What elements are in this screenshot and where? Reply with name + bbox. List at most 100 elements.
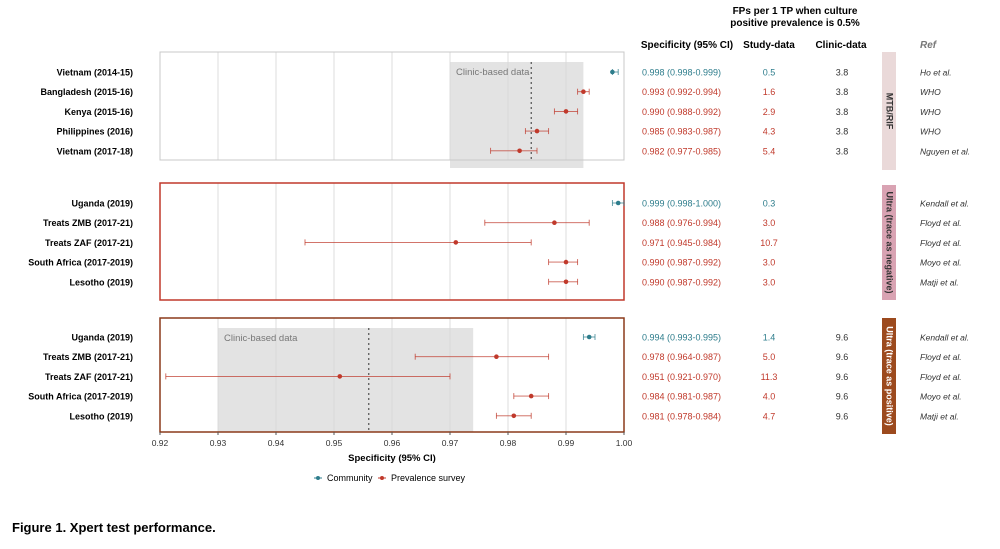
point-estimate	[511, 413, 517, 419]
x-tick-label: 0.96	[384, 438, 401, 448]
study-data-value: 3.0	[763, 277, 776, 287]
clinic-band-label: Clinic-based data	[224, 333, 298, 344]
clinic-band	[450, 62, 584, 168]
point-estimate	[528, 393, 534, 399]
row-label: Kenya (2015-16)	[64, 107, 133, 117]
specificity-ci: 0.951 (0.921-0.970)	[642, 372, 721, 382]
study-data-value: 10.7	[760, 238, 778, 248]
study-data-value: 3.0	[763, 258, 776, 268]
row-label: Treats ZAF (2017-21)	[45, 238, 133, 248]
study-data-value: 5.0	[763, 352, 776, 362]
panel-frame	[159, 51, 625, 161]
clinic-data-value: 3.8	[836, 127, 849, 137]
clinic-data-value: 9.6	[836, 352, 849, 362]
clinic-band	[218, 328, 474, 432]
x-tick-label: 0.98	[500, 438, 517, 448]
ref-value: Ho et al.	[920, 68, 952, 78]
point-estimate	[581, 89, 586, 94]
clinic-data-value: 9.6	[836, 333, 849, 343]
row-label: South Africa (2017-2019)	[28, 258, 133, 268]
specificity-ci: 0.994 (0.993-0.995)	[642, 333, 721, 343]
study-data-value: 1.4	[763, 333, 776, 343]
ref-value: WHO	[920, 127, 941, 137]
x-tick-label: 0.99	[558, 438, 575, 448]
point-estimate	[534, 128, 540, 134]
clinic-data-value: 9.6	[836, 411, 849, 421]
clinic-band-label: Clinic-based data	[456, 67, 530, 78]
study-data-value: 0.5	[763, 68, 776, 78]
specificity-ci: 0.982 (0.977-0.985)	[642, 146, 721, 156]
point-estimate	[494, 354, 499, 360]
ref-value: Floyd et al.	[920, 218, 962, 228]
specificity-ci: 0.998 (0.998-0.999)	[642, 68, 721, 78]
ref-value: WHO	[920, 107, 941, 117]
fps-header-line2: positive prevalence is 0.5%	[730, 18, 860, 29]
ref-value: Floyd et al.	[920, 238, 962, 248]
clinic-data-value: 9.6	[836, 372, 849, 382]
specificity-header: Specificity (95% CI)	[640, 40, 734, 51]
x-tick-label: 0.95	[326, 438, 343, 448]
point-estimate	[563, 259, 569, 265]
fps-header-line1: FPs per 1 TP when culture	[732, 6, 858, 17]
ref-value: Floyd et al.	[920, 352, 962, 362]
point-estimate	[563, 279, 569, 285]
legend-survey-marker	[380, 476, 384, 480]
x-tick-label: 0.93	[210, 438, 227, 448]
legend-community-label: Community	[327, 473, 373, 483]
study-data-value: 4.7	[763, 411, 776, 421]
specificity-ci: 0.990 (0.987-0.992)	[642, 258, 721, 268]
panel-tab	[882, 318, 896, 434]
point-estimate	[586, 334, 592, 340]
x-tick-label: 0.92	[152, 438, 169, 448]
row-label: Philippines (2016)	[56, 127, 133, 137]
specificity-ci: 0.993 (0.992-0.994)	[642, 87, 721, 97]
row-label: Uganda (2019)	[71, 333, 133, 343]
study-data-value: 4.0	[763, 392, 776, 402]
x-tick-label: 0.94	[268, 438, 285, 448]
row-label: Vietnam (2017-18)	[57, 146, 133, 156]
legend-community-marker	[316, 476, 320, 480]
panel-label: Ultra (trace as negative)	[885, 191, 895, 293]
ref-value: Matji et al.	[920, 277, 959, 287]
clinic-data-header: Clinic-data	[815, 40, 867, 51]
ref-header: Ref	[920, 40, 937, 51]
specificity-ci: 0.971 (0.945-0.984)	[642, 238, 721, 248]
point-estimate	[337, 374, 343, 379]
row-label: Treats ZAF (2017-21)	[45, 372, 133, 382]
row-label: Treats ZMB (2017-21)	[43, 352, 133, 362]
clinic-data-value: 3.8	[836, 146, 849, 156]
x-tick-label: 0.97	[442, 438, 459, 448]
specificity-ci: 0.990 (0.987-0.992)	[642, 277, 721, 287]
clinic-data-value: 9.6	[836, 392, 849, 402]
study-data-value: 1.6	[763, 87, 776, 97]
ref-value: Moyo et al.	[920, 258, 962, 268]
point-estimate	[615, 200, 621, 206]
study-data-value: 3.0	[763, 218, 776, 228]
study-data-header: Study-data	[743, 40, 795, 51]
point-estimate	[453, 240, 459, 245]
specificity-ci: 0.990 (0.988-0.992)	[642, 107, 721, 117]
panel-frame	[159, 182, 625, 301]
clinic-data-value: 3.8	[836, 107, 849, 117]
panel-label: Ultra (trace as positive)	[885, 326, 895, 426]
ref-value: WHO	[920, 87, 941, 97]
legend-survey-label: Prevalence survey	[391, 473, 466, 483]
study-data-value: 5.4	[763, 146, 776, 156]
study-data-value: 4.3	[763, 127, 776, 137]
specificity-ci: 0.981 (0.978-0.984)	[642, 411, 721, 421]
row-label: Treats ZMB (2017-21)	[43, 218, 133, 228]
point-estimate	[563, 109, 569, 114]
ref-value: Kendall et al.	[920, 199, 969, 209]
study-data-value: 0.3	[763, 199, 776, 209]
x-axis-label: Specificity (95% CI)	[348, 453, 436, 464]
figure-caption: Figure 1. Xpert test performance.	[12, 520, 216, 535]
ref-value: Matji et al.	[920, 411, 959, 421]
point-estimate	[610, 69, 615, 75]
specificity-ci: 0.978 (0.964-0.987)	[642, 352, 721, 362]
study-data-value: 11.3	[761, 372, 778, 382]
row-label: Lesotho (2019)	[69, 411, 133, 421]
clinic-data-value: 3.8	[836, 87, 849, 97]
panel-tab	[882, 185, 896, 300]
ref-value: Kendall et al.	[920, 333, 969, 343]
